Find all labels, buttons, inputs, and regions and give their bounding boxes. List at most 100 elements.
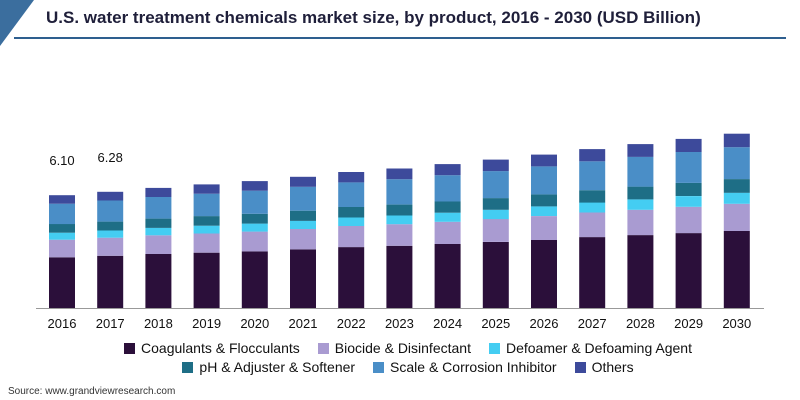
bar-2026-series-1 <box>531 216 557 240</box>
bar-2017-series-4 <box>97 200 124 222</box>
legend-swatch <box>182 361 194 373</box>
x-tick-label: 2019 <box>192 316 221 331</box>
bar-2016-series-0 <box>49 257 75 308</box>
bar-2020-series-5 <box>241 181 268 191</box>
legend-label: Others <box>591 359 634 375</box>
bar-2016-series-3 <box>49 224 75 233</box>
x-tick-labels: 2016 2017 2018 2019 2020 2021 2022 2023 2024 2025… <box>48 316 752 331</box>
bar-2021-series-2 <box>290 220 316 229</box>
bar-2028-series-3 <box>627 186 654 200</box>
bar-2019-series-0 <box>193 252 220 308</box>
bar-2021-series-4 <box>290 186 316 211</box>
bar-2025-series-3 <box>482 198 509 210</box>
bar-2024-series-4 <box>434 175 461 202</box>
bar-2023-series-4 <box>386 179 413 205</box>
legend-label: Biocide & Disinfectant <box>334 340 471 356</box>
bar-2030-series-3 <box>723 179 750 193</box>
bar-2016-series-5 <box>49 195 75 204</box>
bar-2022-series-1 <box>338 226 365 248</box>
data-label-2016: 6.10 <box>49 153 74 168</box>
legend-swatch <box>124 342 136 354</box>
x-tick-label: 2024 <box>433 316 462 331</box>
bar-2030-series-1 <box>723 203 750 231</box>
x-tick-label: 2020 <box>240 316 269 331</box>
bar-2021-series-1 <box>290 229 316 250</box>
x-tick-label: 2027 <box>578 316 607 331</box>
bar-2016-series-2 <box>49 232 75 240</box>
bar-2023-series-1 <box>386 224 413 246</box>
bar-2026-series-0 <box>531 239 557 308</box>
x-tick-label: 2029 <box>674 316 703 331</box>
x-tick-label: 2028 <box>626 316 655 331</box>
bar-2021-series-5 <box>290 176 316 187</box>
bar-2019-series-2 <box>193 225 220 234</box>
bar-2018-series-5 <box>145 187 172 197</box>
data-label-2017: 6.28 <box>98 150 123 165</box>
x-tick-label: 2022 <box>337 316 366 331</box>
bar-2030-series-4 <box>723 147 750 179</box>
bar-2029-series-5 <box>675 138 702 152</box>
bar-2017-series-3 <box>97 221 124 231</box>
legend-label: Scale & Corrosion Inhibitor <box>390 359 557 375</box>
bar-2029-series-3 <box>675 182 702 196</box>
bar-2025-series-0 <box>482 242 509 308</box>
legend-item: Scale & Corrosion Inhibitor <box>373 359 557 375</box>
bar-2030-series-2 <box>723 192 750 204</box>
bar-2028-series-0 <box>627 235 654 308</box>
legend-item: pH & Adjuster & Softener <box>182 359 355 375</box>
bar-2024-series-5 <box>434 164 461 176</box>
bar-2027-series-5 <box>579 149 606 162</box>
bar-2022-series-2 <box>338 217 365 226</box>
bar-2025-series-4 <box>482 171 509 199</box>
bar-2024-series-3 <box>434 201 461 213</box>
bar-2028-series-5 <box>627 144 654 157</box>
bar-2020-series-3 <box>241 213 268 224</box>
bar-2022-series-3 <box>338 207 365 218</box>
bar-2027-series-3 <box>579 190 606 203</box>
bar-2019-series-3 <box>193 216 220 226</box>
x-tick-label: 2017 <box>96 316 125 331</box>
bar-2022-series-0 <box>338 247 365 308</box>
bar-2020-series-1 <box>241 231 268 252</box>
bar-2023-series-2 <box>386 215 413 225</box>
bar-2022-series-4 <box>338 182 365 207</box>
legend-label: pH & Adjuster & Softener <box>199 359 356 375</box>
bars-layer <box>49 133 750 308</box>
bar-2023-series-0 <box>386 245 413 308</box>
legend-label: Defoamer & Defoaming Agent <box>505 340 692 356</box>
bar-2023-series-3 <box>386 204 413 216</box>
bar-2019-series-1 <box>193 233 220 253</box>
bar-2029-series-0 <box>675 233 702 308</box>
x-tick-label: 2025 <box>481 316 510 331</box>
x-tick-label: 2023 <box>385 316 414 331</box>
legend-swatch <box>373 361 385 373</box>
bar-2020-series-0 <box>241 251 268 308</box>
bar-2025-series-1 <box>482 219 509 242</box>
bar-2017-series-2 <box>97 230 124 238</box>
stacked-bar-chart: 6.10 6.28 2016 2017 2018 2019 2020 2021 2022 202… <box>36 133 764 331</box>
bar-2021-series-3 <box>290 210 316 221</box>
bar-2019-series-4 <box>193 193 220 217</box>
legend-item: Coagulants & Flocculants <box>124 340 300 356</box>
bar-2020-series-2 <box>241 223 268 232</box>
bar-2026-series-4 <box>531 166 557 195</box>
bar-2020-series-4 <box>241 190 268 214</box>
bar-2021-series-0 <box>290 249 316 308</box>
bar-2029-series-4 <box>675 152 702 183</box>
x-tick-label: 2026 <box>530 316 559 331</box>
source-note: Source: www.grandviewresearch.com <box>8 386 176 397</box>
labels-layer: 6.10 6.28 <box>49 150 123 168</box>
legend-swatch <box>574 361 586 373</box>
bar-2030-series-5 <box>723 133 750 148</box>
bar-2019-series-5 <box>193 184 220 194</box>
legend-item: Defoamer & Defoaming Agent <box>488 340 692 356</box>
bar-2017-series-1 <box>97 237 124 256</box>
bar-2023-series-5 <box>386 168 413 180</box>
bar-2030-series-0 <box>723 231 750 308</box>
bar-2024-series-2 <box>434 212 461 222</box>
legend-row: Coagulants & Flocculants Biocide & Disinf… <box>88 340 728 356</box>
bar-2018-series-0 <box>145 254 172 308</box>
chart-title: U.S. water treatment chemicals market si… <box>46 8 701 27</box>
legend-swatch <box>317 342 329 354</box>
title-divider <box>14 37 786 39</box>
